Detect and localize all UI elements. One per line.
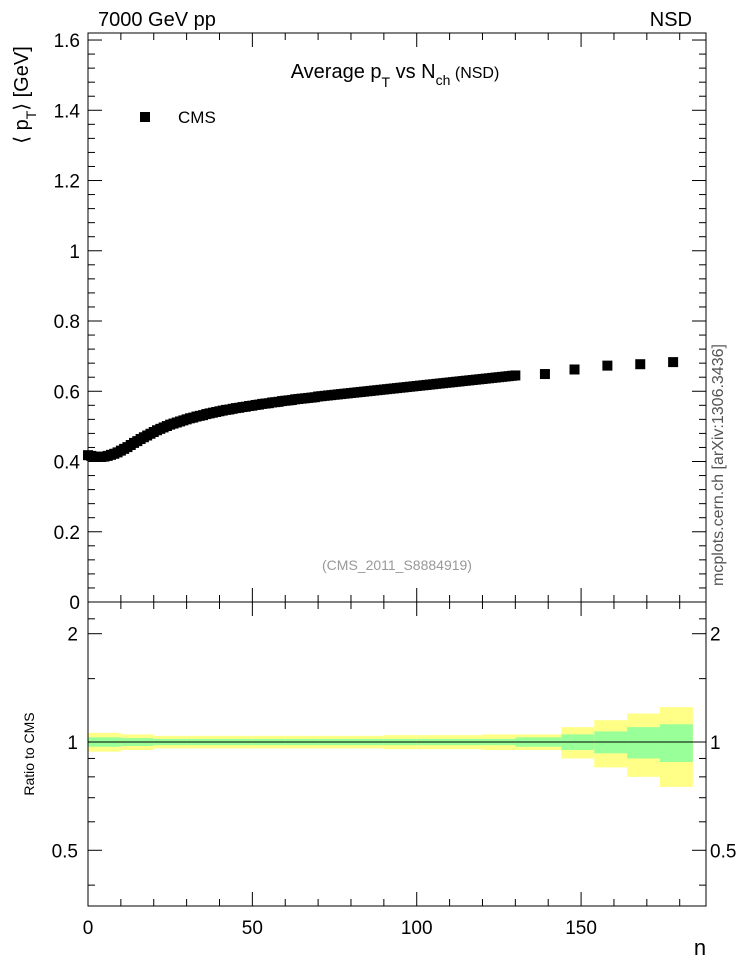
header-left-label: 7000 GeV pp <box>98 9 216 31</box>
main-x-ticks <box>87 33 681 602</box>
header-right-label: NSD <box>650 9 692 31</box>
data-point <box>668 357 679 368</box>
x-axis-label: n <box>694 935 706 960</box>
green-band-segment <box>627 727 660 759</box>
main-y-axis-label: ⟨ pT⟩ [GeV] <box>11 46 39 144</box>
y-tick-label: 0.2 <box>54 523 80 544</box>
x-tick-label: 100 <box>401 918 433 939</box>
y-tick-label: 1.6 <box>54 31 80 52</box>
x-tick-label: 0 <box>83 918 94 939</box>
ratio-plot-frame <box>87 601 707 907</box>
y-tick-label: 0.6 <box>54 382 80 403</box>
y-tick-label: 1 <box>69 242 80 263</box>
ratio-y-tick-label-right: 2 <box>710 625 721 646</box>
legend-label: CMS <box>178 108 216 127</box>
ratio-y-tick-label-right: 0.5 <box>710 841 736 862</box>
plot-title: Average pT vs Nch (NSD) <box>291 61 500 90</box>
data-point <box>635 359 646 370</box>
ratio-y-tick-label-right: 1 <box>710 733 721 754</box>
analysis-watermark: (CMS_2011_S8884919) <box>322 557 472 573</box>
main-y-axis: 0 0.2 0.4 0.6 0.8 1 1.2 1.4 1.6 <box>54 31 706 614</box>
y-tick-label: 1.4 <box>54 101 81 122</box>
side-credit-label: mcplots.cern.ch [arXiv:1306.3436] <box>710 344 727 586</box>
plot-title-main: Average p <box>291 61 382 83</box>
ratio-y-tick-label: 2 <box>67 625 78 646</box>
plot-title-sub-t: T <box>382 74 391 90</box>
y-tick-label: 0.4 <box>54 453 81 474</box>
cms-data-points <box>83 357 679 462</box>
green-band-segment <box>659 724 693 762</box>
ratio-y-axis: 0.5 0.5 1 1 2 2 <box>52 618 736 886</box>
x-tick-label: 50 <box>242 918 263 939</box>
plot-title-tail: (NSD) <box>450 65 499 82</box>
ratio-x-axis: 0 50 100 150 <box>83 602 681 939</box>
data-point <box>569 364 580 375</box>
data-point <box>510 370 521 381</box>
ratio-uncertainty-bands <box>88 707 693 787</box>
y-tick-label: 0 <box>69 593 80 614</box>
legend-marker <box>140 112 150 122</box>
y-label-close: ⟩ [GeV] <box>11 46 33 111</box>
ratio-y-axis-label: Ratio to CMS <box>21 712 37 795</box>
y-label-open: ⟨ p <box>11 119 33 143</box>
x-tick-label: 150 <box>565 918 597 939</box>
ratio-plot-panel: 0.5 0.5 1 1 2 2 0 50 100 150 Ratio to CMS n <box>21 601 736 960</box>
main-plot-panel: 00.20.40.60.811.21.41.6 Average pT vs Nc… <box>11 31 707 614</box>
ratio-y-tick-label: 0.5 <box>52 841 78 862</box>
y-tick-label: 1.2 <box>54 172 80 193</box>
y-label-sub: T <box>23 110 39 119</box>
plot-title-sub-ch: ch <box>436 72 451 88</box>
y-tick-label: 0.8 <box>54 312 80 333</box>
ratio-y-tick-label: 1 <box>67 733 78 754</box>
plot-title-mid: vs N <box>390 61 436 83</box>
data-point <box>602 360 613 371</box>
data-point <box>539 369 550 380</box>
